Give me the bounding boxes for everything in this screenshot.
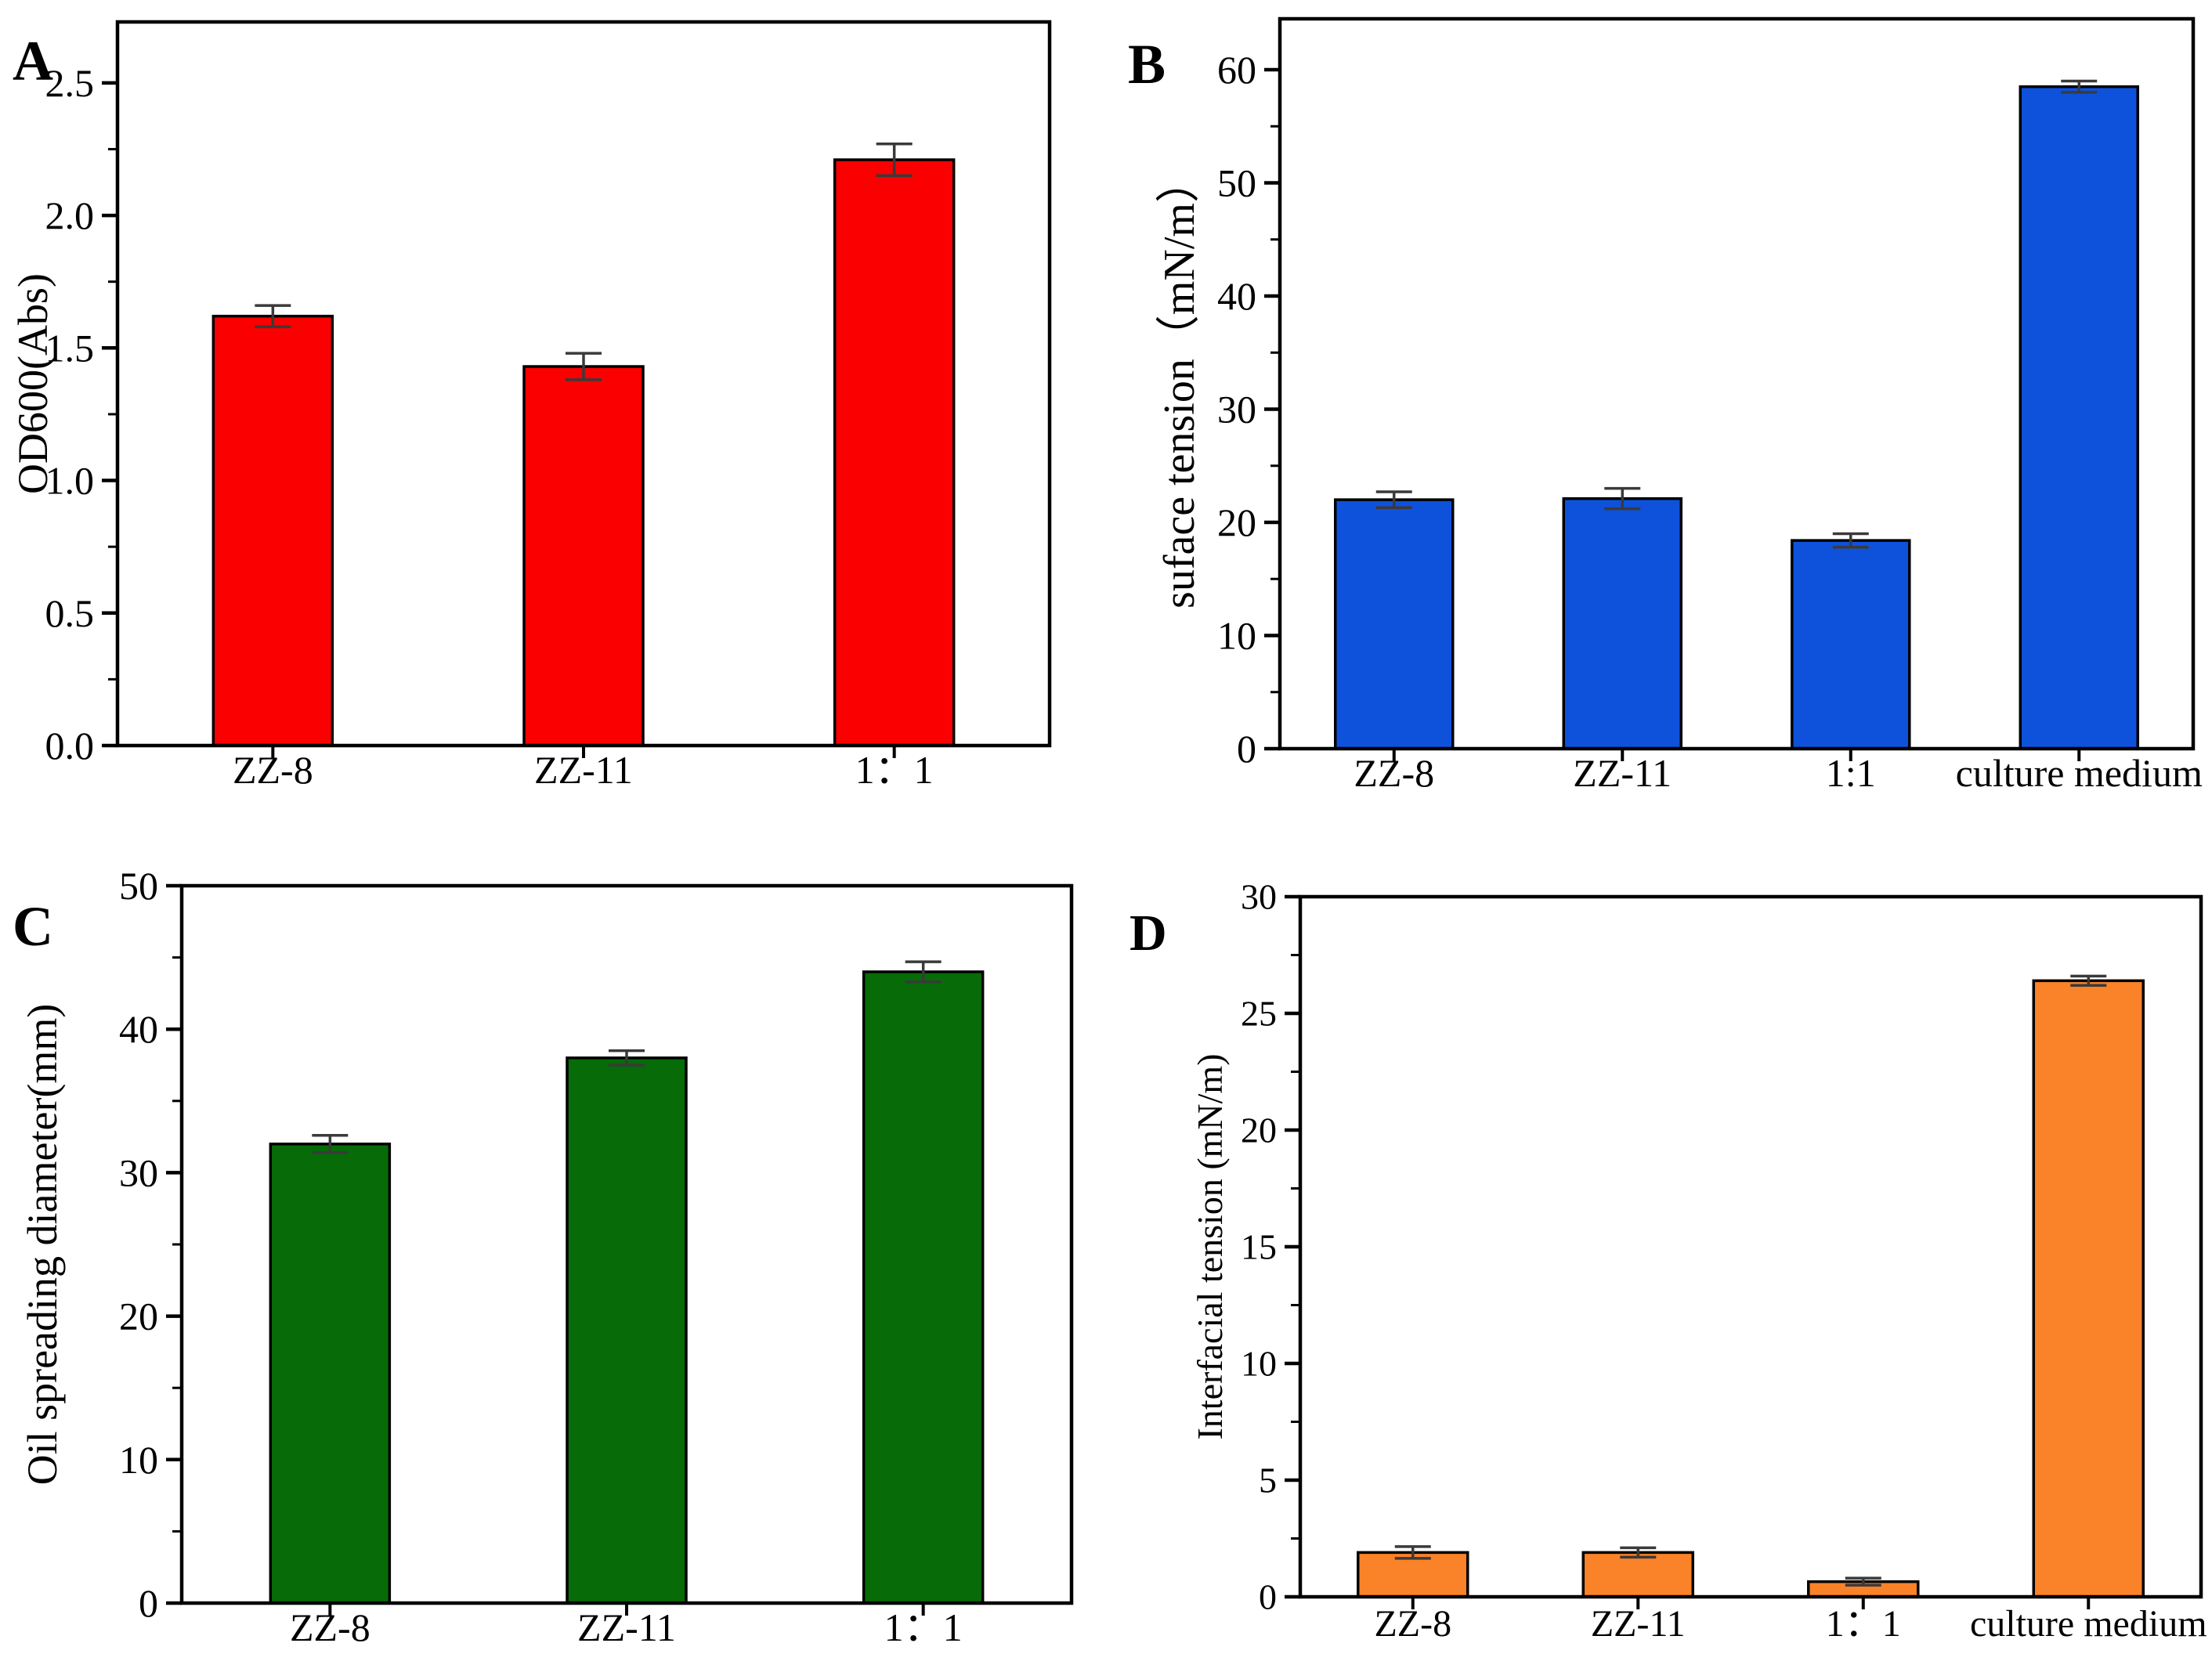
y-tick-label: 20 (119, 1295, 158, 1338)
bar-ZZ-11 (1562, 497, 1682, 750)
panel-d-svg: ZZ-8 ZZ-11 1：1 culture medium 0 5 10 15 20 25 30 In… (1129, 877, 2207, 1645)
bar-group (2032, 974, 2145, 1598)
bar-group (522, 352, 645, 747)
plot-box (115, 20, 1052, 748)
y-tick-label: 20 (1241, 1110, 1277, 1150)
x-tick-label: 1：1 (1826, 1603, 1901, 1645)
x-tick-label: ZZ-8 (233, 748, 313, 792)
y-tick-label: 50 (119, 864, 158, 908)
bar-group (1334, 490, 1455, 750)
y-axis-title: suface tension（mN/m） (1155, 159, 1204, 608)
bar-group (1581, 1546, 1694, 1598)
x-tick-label: ZZ-8 (290, 1605, 370, 1649)
bar-ZZ-11 (1581, 1551, 1694, 1598)
panel-letter: C (13, 895, 53, 958)
panel-letter: B (1128, 33, 1166, 96)
y-tick-label: 1.5 (45, 326, 95, 370)
y-tick-label: 50 (1217, 161, 1256, 205)
y-axis-title: OD600(Abs) (9, 273, 56, 494)
bar-group (1791, 532, 1911, 750)
bar-culture medium (2019, 85, 2139, 750)
panel-d-interfacial-tension-chart: ZZ-8 ZZ-11 1：1 culture medium 0 5 10 15 20 25 30 In… (1106, 834, 2212, 1668)
bar-group (211, 304, 334, 747)
x-tick-label: ZZ-11 (1591, 1603, 1686, 1645)
x-tick-label: ZZ-8 (1354, 751, 1434, 795)
panel-a-svg: ZZ-8 ZZ-11 1：1 0.0 0.5 1.0 1.5 2.0 2.5 OD600(Abs)… (9, 20, 1052, 792)
y-tick-label: 2.0 (45, 193, 95, 237)
panel-a-od600-chart: ZZ-8 ZZ-11 1：1 0.0 0.5 1.0 1.5 2.0 2.5 OD600(Abs)… (0, 0, 1106, 834)
y-tick-label: 10 (119, 1438, 158, 1482)
bar-group (566, 1049, 688, 1605)
plot-box (1278, 16, 2196, 751)
bar-1：1 (862, 970, 985, 1605)
y-tick-label: 30 (1217, 388, 1256, 432)
y-tick-label: 0.5 (45, 591, 95, 635)
x-tick-label: culture medium (1956, 751, 2203, 795)
x-tick-label: 1:1 (1826, 751, 1876, 795)
y-tick-label: 30 (1241, 877, 1277, 917)
y-axis-title: Oil spreading diameter(mm) (19, 1004, 66, 1486)
panel-letter: D (1129, 905, 1167, 962)
y-tick-label: 0 (139, 1581, 158, 1625)
bar-culture medium (2032, 979, 2145, 1598)
x-tick-label: 1：1 (884, 1605, 963, 1649)
y-tick-label: 0 (1237, 727, 1256, 771)
bar-group (1562, 486, 1682, 750)
x-tick-label: ZZ-11 (1573, 751, 1672, 795)
bar-1：1 (833, 158, 956, 747)
bar-group (269, 1134, 392, 1605)
y-tick-label: 40 (119, 1007, 158, 1051)
y-tick-label: 10 (1217, 614, 1256, 658)
bar-group (862, 960, 985, 1605)
y-tick-label: 20 (1217, 500, 1256, 544)
y-tick-label: 15 (1241, 1227, 1277, 1267)
panel-b-surface-tension-chart: ZZ-8 ZZ-11 1:1 culture medium 0 10 20 30 40 50 60 s… (1106, 0, 2212, 834)
bar-ZZ-11 (522, 365, 645, 747)
y-tick-label: 5 (1259, 1461, 1277, 1500)
x-tick-label: ZZ-11 (577, 1605, 676, 1649)
bar-ZZ-8 (1334, 498, 1455, 750)
y-axis-title: Interfacial tension (mN/m) (1190, 1053, 1230, 1439)
bar-ZZ-8 (269, 1143, 392, 1605)
bar-group (1357, 1545, 1469, 1598)
y-tick-label: 25 (1241, 994, 1277, 1034)
y-tick-label: 40 (1217, 274, 1256, 318)
y-tick-label: 1.0 (45, 459, 95, 503)
y-tick-label: 10 (1241, 1344, 1277, 1384)
x-tick-label: ZZ-8 (1374, 1603, 1451, 1645)
y-tick-label: 30 (119, 1150, 158, 1194)
panel-c-svg: ZZ-8 ZZ-11 1：1 0 10 20 30 40 50 Oil spreading dia… (13, 864, 1074, 1649)
x-tick-label: ZZ-11 (534, 748, 633, 792)
bar-group (1807, 1576, 1920, 1598)
bar-group (2019, 79, 2139, 750)
bar-1:1 (1791, 539, 1911, 750)
bar-ZZ-11 (566, 1056, 688, 1605)
bar-ZZ-8 (211, 314, 334, 747)
bar-group (833, 142, 956, 747)
y-tick-label: 0.0 (45, 724, 95, 767)
x-tick-label: 1：1 (855, 748, 934, 792)
y-tick-label: 2.5 (45, 61, 95, 105)
panel-b-svg: ZZ-8 ZZ-11 1:1 culture medium 0 10 20 30 40 50 60 s… (1128, 16, 2203, 795)
panel-c-oil-spreading-chart: ZZ-8 ZZ-11 1：1 0 10 20 30 40 50 Oil spreading dia… (0, 834, 1106, 1668)
x-tick-label: culture medium (1970, 1603, 2207, 1645)
panel-letter: A (13, 30, 53, 92)
y-tick-label: 60 (1217, 48, 1256, 92)
y-tick-label: 0 (1259, 1577, 1277, 1617)
